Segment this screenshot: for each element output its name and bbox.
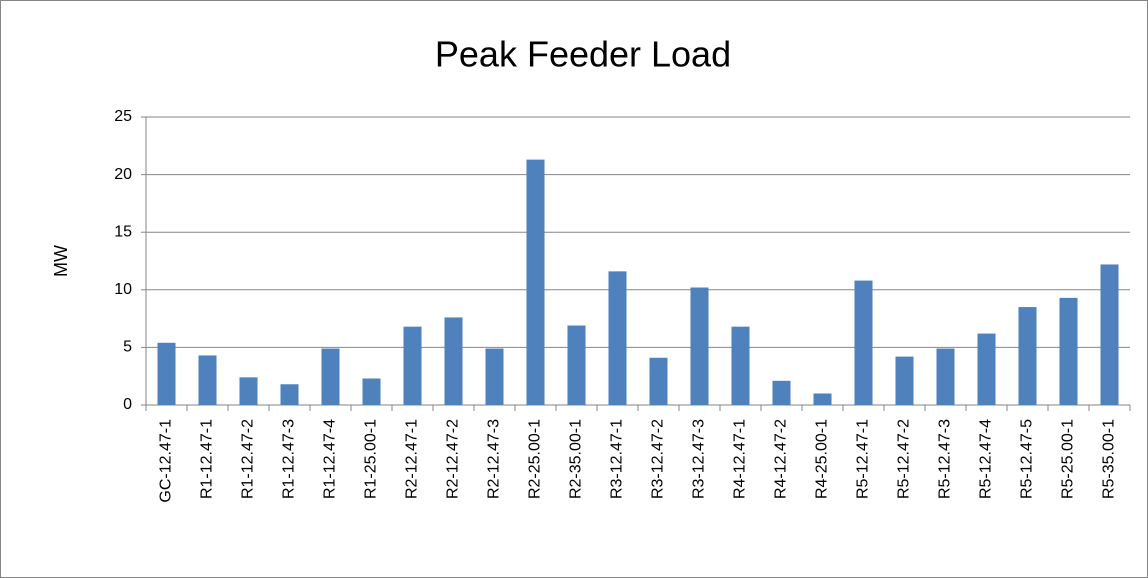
bar — [567, 325, 586, 405]
bar — [608, 271, 627, 405]
x-tick-label: R2-12.47-1 — [404, 419, 421, 499]
bar — [157, 342, 176, 405]
bar — [854, 280, 873, 405]
x-tick-label: R2-12.47-3 — [486, 419, 503, 499]
x-tick-label: R5-12.47-2 — [896, 419, 913, 499]
bar — [444, 317, 463, 405]
y-axis-label: MW — [51, 245, 71, 277]
bar — [895, 356, 914, 405]
x-tick-label: R4-12.47-1 — [732, 419, 749, 499]
bar — [772, 380, 791, 405]
x-tick-label: R3-12.47-1 — [609, 419, 626, 499]
x-tick-label: R5-12.47-4 — [978, 419, 995, 499]
bar — [321, 348, 340, 405]
y-tick-label: 20 — [114, 166, 132, 183]
bar — [280, 384, 299, 405]
x-tick-label: R5-35.00-1 — [1101, 419, 1118, 499]
bar — [362, 378, 381, 405]
x-tick-label: R1-25.00-1 — [363, 419, 380, 499]
x-tick-label: R1-12.47-2 — [240, 419, 257, 499]
bar — [1059, 297, 1078, 405]
bar — [198, 355, 217, 405]
bar — [485, 348, 504, 405]
y-tick-label: 10 — [114, 281, 132, 298]
x-tick-label: R2-12.47-2 — [445, 419, 462, 499]
x-tick-label: R3-12.47-3 — [691, 419, 708, 499]
y-tick-label: 15 — [114, 223, 132, 240]
x-tick-label: GC-12.47-1 — [158, 419, 175, 503]
x-tick-label: R1-12.47-4 — [322, 419, 339, 499]
bar — [239, 377, 258, 405]
x-tick-label: R5-25.00-1 — [1060, 419, 1077, 499]
x-tick-label: R2-35.00-1 — [568, 419, 585, 499]
bar — [526, 159, 545, 405]
x-tick-label: R1-12.47-1 — [199, 419, 216, 499]
bar — [1018, 307, 1037, 405]
bar — [690, 287, 709, 405]
x-tick-label: R4-25.00-1 — [814, 419, 831, 499]
bar — [977, 333, 996, 405]
x-tick-label: R3-12.47-2 — [650, 419, 667, 499]
x-tick-label: R5-12.47-3 — [937, 419, 954, 499]
x-tick-label: R4-12.47-2 — [773, 419, 790, 499]
x-tick-label: R5-12.47-1 — [855, 419, 872, 499]
x-tick-label: R5-12.47-5 — [1019, 419, 1036, 499]
bar — [813, 393, 832, 405]
y-tick-label: 0 — [123, 396, 132, 413]
x-tick-label: R2-25.00-1 — [527, 419, 544, 499]
y-tick-label: 25 — [114, 108, 132, 125]
bar — [1100, 264, 1119, 405]
bar — [936, 348, 955, 405]
bar — [649, 357, 668, 405]
y-tick-label: 5 — [123, 339, 132, 356]
chart-title: Peak Feeder Load — [435, 34, 731, 75]
bar — [403, 326, 422, 405]
bar — [731, 326, 750, 405]
x-tick-label: R1-12.47-3 — [281, 419, 298, 499]
